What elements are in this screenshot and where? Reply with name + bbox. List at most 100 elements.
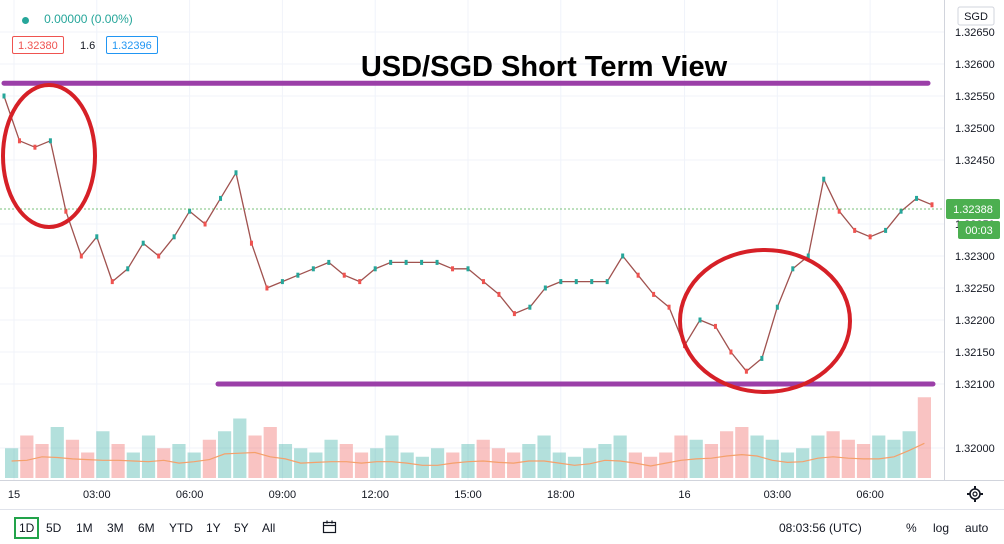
volume-bar	[141, 435, 156, 478]
price-tick-label: 1.32100	[955, 379, 995, 391]
price-candle	[203, 221, 207, 227]
ask-box[interactable]: 1.32396	[106, 36, 158, 54]
price-candle	[822, 176, 826, 182]
volume-bar	[628, 452, 642, 478]
price-candle	[667, 304, 671, 310]
volume-bar	[720, 431, 734, 478]
time-tick-label: 15	[8, 489, 20, 501]
countdown-box	[958, 221, 1000, 239]
price-tick-label: 1.32000	[955, 443, 995, 455]
time-tick-label: 03:00	[764, 489, 792, 501]
settings-gear-icon[interactable]	[967, 486, 983, 502]
date-range-icon[interactable]	[322, 519, 337, 534]
price-tick-label: 1.32600	[955, 59, 995, 71]
price-candle	[358, 279, 362, 285]
price-candle	[373, 266, 377, 272]
price-candle	[466, 266, 470, 272]
price-candle	[744, 368, 748, 374]
volume-bar	[415, 456, 429, 478]
price-candle	[806, 253, 810, 259]
volume-bar	[126, 452, 140, 478]
price-tick-label: 1.32150	[955, 347, 995, 359]
spread-value: 1.6	[80, 40, 96, 52]
price-candle	[899, 208, 903, 214]
volume-bar	[278, 444, 293, 478]
price-candle	[126, 266, 130, 272]
volume-bar	[81, 452, 95, 478]
range-button-1m[interactable]: 1M	[76, 521, 93, 535]
volume-bar	[537, 435, 551, 478]
price-candle	[435, 259, 439, 265]
price-candle	[791, 266, 795, 272]
percent-toggle[interactable]: %	[906, 521, 917, 535]
change-text: 0.00000 (0.00%)	[44, 12, 133, 26]
price-candle	[188, 208, 192, 214]
volume-bars	[5, 397, 931, 478]
price-candle	[64, 208, 68, 214]
volume-bar	[750, 435, 764, 478]
price-candle	[915, 195, 919, 201]
price-tick-label: 1.32650	[955, 27, 995, 39]
range-button-1d[interactable]: 1D	[14, 517, 40, 539]
volume-bar	[796, 448, 810, 478]
range-button-1y[interactable]: 1Y	[206, 521, 221, 535]
volume-bar	[172, 444, 186, 478]
currency-badge	[957, 6, 995, 26]
highlight-circle-right	[678, 248, 852, 394]
price-candle	[110, 279, 114, 285]
time-tick-label: 16	[678, 489, 690, 501]
price-tick-label: 1.32250	[955, 283, 995, 295]
auto-toggle[interactable]: auto	[965, 521, 989, 535]
volume-bar	[643, 456, 658, 478]
log-toggle[interactable]: log	[933, 521, 950, 535]
utc-clock[interactable]: 08:03:56 (UTC)	[779, 521, 862, 535]
volume-bar	[233, 418, 247, 478]
volume-bar	[872, 435, 886, 478]
volume-bar	[917, 397, 931, 478]
price-candle	[404, 259, 408, 265]
price-candle	[79, 253, 83, 259]
volume-bar	[461, 444, 475, 478]
time-tick-label: 03:00	[83, 489, 111, 501]
range-button-3m[interactable]: 3M	[107, 521, 124, 535]
bid-box[interactable]: 1.32380	[12, 36, 64, 54]
volume-bar	[826, 431, 840, 478]
volume-bar	[187, 452, 201, 478]
time-tick-label: 06:00	[176, 489, 204, 501]
range-button-5d[interactable]: 5D	[46, 521, 62, 535]
volume-bar	[324, 439, 338, 478]
volume-bar	[765, 439, 779, 478]
last-price-label: 1.32388	[953, 204, 993, 216]
price-candle	[481, 279, 485, 285]
price-candle	[760, 355, 764, 361]
price-tick-label: 1.32500	[955, 123, 995, 135]
time-tick-label: 12:00	[361, 489, 389, 501]
highlight-circle-left	[1, 83, 97, 229]
price-candle	[389, 259, 393, 265]
volume-bar	[157, 448, 171, 478]
price-candle	[837, 208, 841, 214]
volume-bar	[430, 448, 445, 478]
price-candle	[17, 138, 21, 144]
price-candle	[2, 93, 6, 99]
volume-bar	[887, 439, 901, 478]
price-candle	[853, 227, 857, 233]
range-button-5y[interactable]: 5Y	[234, 521, 249, 535]
volume-bar	[567, 456, 582, 478]
bid-price: 1.32380	[18, 40, 58, 52]
last-price-box	[946, 199, 1000, 219]
range-button-ytd[interactable]: YTD	[169, 521, 193, 535]
volume-bar	[248, 435, 262, 478]
price-candle	[327, 259, 331, 265]
ask-price: 1.32396	[112, 40, 152, 52]
price-tick-label: 1.32200	[955, 315, 995, 327]
range-button-6m[interactable]: 6M	[138, 521, 155, 535]
price-candle	[636, 272, 640, 278]
volume-bar	[263, 427, 277, 478]
price-candle	[884, 227, 888, 233]
price-candle	[157, 253, 161, 259]
volume-bar	[354, 452, 369, 478]
range-button-all[interactable]: All	[262, 521, 276, 535]
volume-bar	[674, 435, 688, 478]
